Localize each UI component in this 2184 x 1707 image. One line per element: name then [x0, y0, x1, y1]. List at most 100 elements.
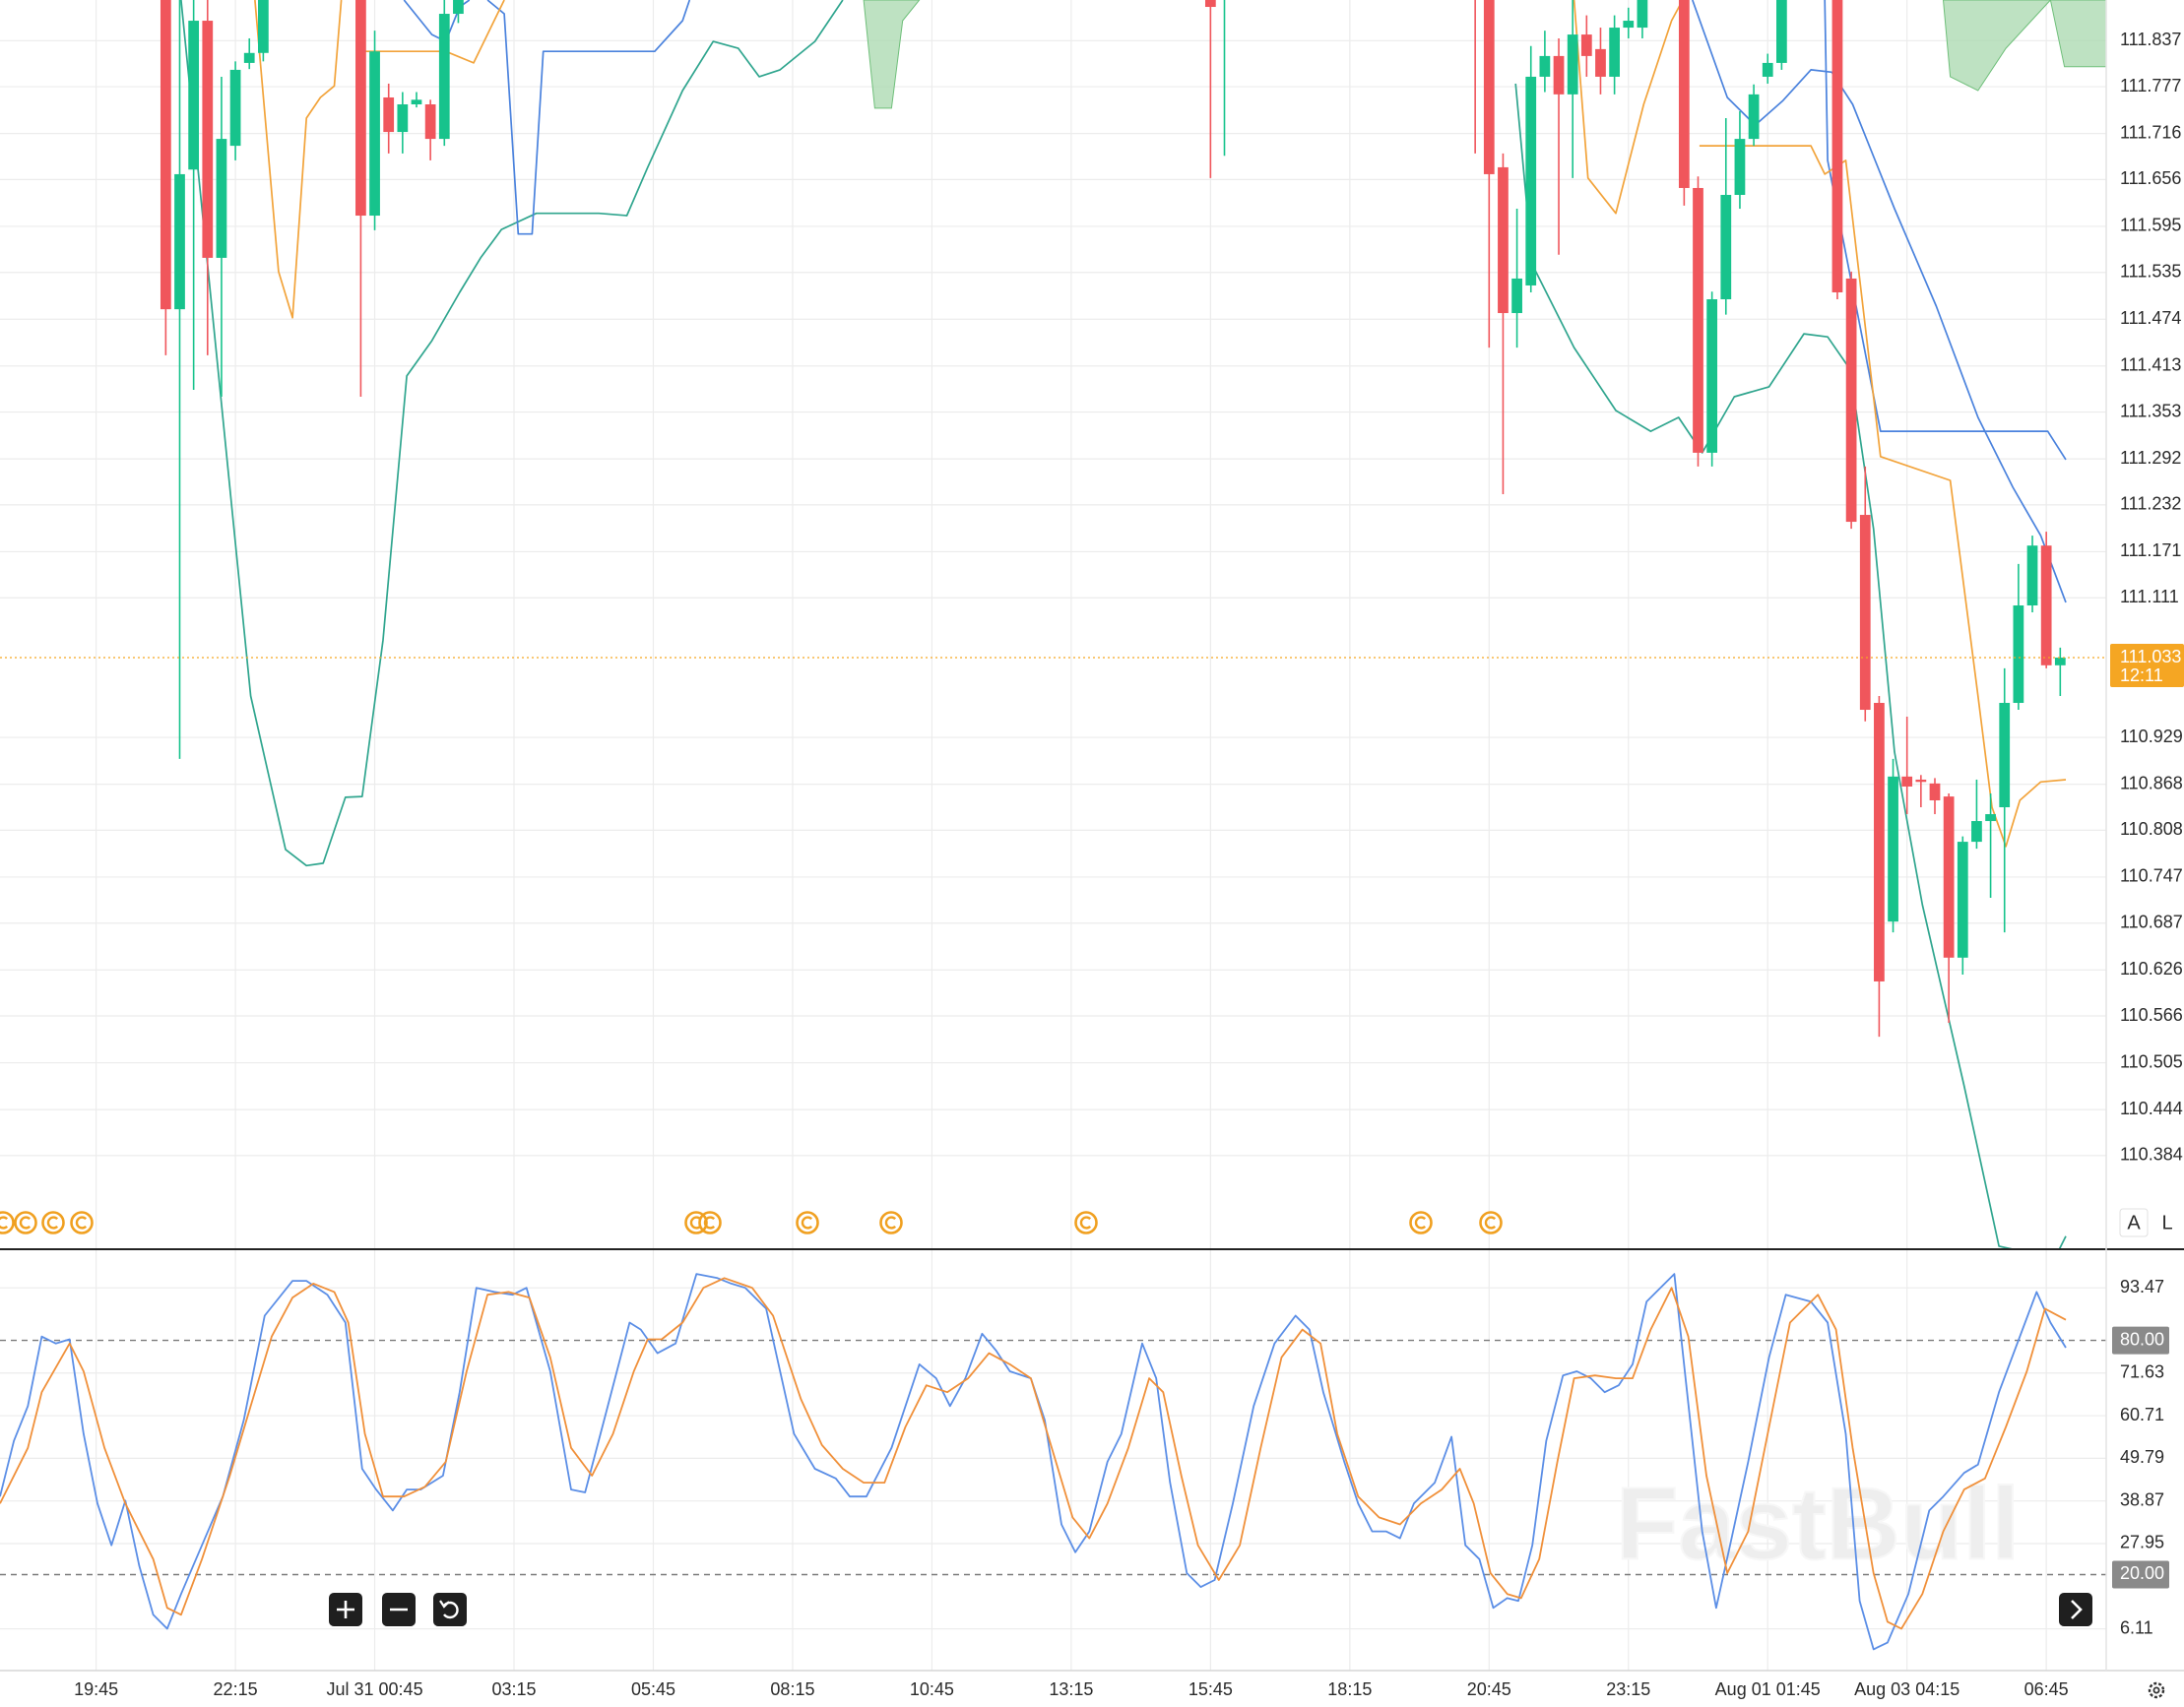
candle-body: [243, 52, 255, 63]
y-tick-label: 111.353: [2120, 401, 2181, 420]
x-tick-label: 13:15: [1049, 1679, 1093, 1699]
y-tick-label: 111.413: [2120, 355, 2181, 375]
watermark: FastBull: [1616, 1467, 2020, 1581]
candle-body: [1845, 278, 1857, 523]
y-tick-label: 111.232: [2120, 494, 2181, 514]
y-tick-label: 111.656: [2120, 168, 2181, 188]
auto-scale-label: A: [2127, 1212, 2141, 1233]
candle-body: [1859, 515, 1871, 711]
candle-body: [397, 104, 409, 133]
candle-body: [1901, 776, 1913, 787]
oscillator-pane: [0, 1273, 2106, 1651]
y-tick-label: 38.87: [2120, 1489, 2164, 1509]
x-tick-label: 19:45: [74, 1679, 118, 1699]
y-tick-label: 111.171: [2120, 540, 2181, 560]
y-tick-label: 110.808: [2120, 819, 2183, 839]
candle-body: [1971, 821, 1982, 843]
candle-body: [1553, 55, 1565, 95]
candle-body: [1539, 55, 1551, 77]
zoom-in-button[interactable]: [329, 1593, 362, 1626]
y-tick-label: 111.777: [2120, 76, 2181, 95]
candle-body: [1776, 0, 1787, 63]
candle-body: [1915, 779, 1927, 783]
cloud-area: [1942, 0, 2106, 92]
candle-body: [1483, 0, 1495, 174]
scroll-right-button[interactable]: [2059, 1593, 2092, 1626]
candle-body: [1874, 703, 1885, 981]
candle-body: [1734, 139, 1746, 195]
candle-body: [1888, 776, 1898, 922]
candle-body: [1943, 796, 1955, 958]
level-tag: [2112, 1326, 2169, 1355]
oscillator-line: [0, 1277, 2067, 1630]
candle-body: [1831, 0, 1843, 292]
y-tick-label: 110.626: [2120, 959, 2183, 979]
candle-body: [1609, 28, 1620, 77]
y-tick-label: 71.63: [2120, 1362, 2164, 1382]
grid: [0, 0, 2106, 1671]
level-label: 80.00: [2120, 1329, 2164, 1349]
candle-body: [1748, 94, 1760, 140]
candle-body: [257, 0, 269, 53]
zoom-out-button[interactable]: [382, 1593, 416, 1626]
candle-body: [438, 14, 450, 140]
candle-body: [1637, 0, 1648, 29]
auto-scale-button[interactable]: [2119, 1208, 2149, 1237]
x-tick-label: 03:15: [491, 1679, 536, 1699]
candle-body: [174, 173, 185, 310]
candle-body: [229, 69, 241, 147]
candle-body: [2040, 545, 2052, 665]
candle-body: [1720, 194, 1732, 299]
candle-body: [1929, 783, 1941, 801]
oscillator-line: [0, 1273, 2067, 1651]
x-tick-label: 06:45: [2024, 1679, 2069, 1699]
x-tick-label: 15:45: [1188, 1679, 1233, 1699]
candle-body: [1762, 62, 1773, 77]
y-tick-label: 27.95: [2120, 1533, 2164, 1552]
x-tick-label: 22:15: [214, 1679, 258, 1699]
scale-buttons: A L: [2119, 1208, 2173, 1237]
candle-body: [383, 96, 395, 133]
last-price-label: 111.033: [2120, 647, 2181, 666]
x-tick-label: 08:15: [770, 1679, 814, 1699]
candle-body: [160, 0, 171, 310]
cloud-area: [863, 0, 921, 109]
candle-body: [411, 99, 422, 105]
reset-button[interactable]: [433, 1593, 467, 1626]
candle-body: [1693, 187, 1703, 453]
y-tick-label: 6.11: [2120, 1617, 2153, 1637]
y-tick-label: 110.929: [2120, 727, 2183, 746]
level-tag: [2112, 1560, 2169, 1589]
zoom-controls: [329, 1593, 2092, 1626]
candle-body: [1678, 0, 1690, 188]
candle-body: [2013, 605, 2024, 704]
candle-body: [1511, 278, 1522, 314]
level-label: 20.00: [2120, 1563, 2164, 1583]
x-tick-label: 23:15: [1606, 1679, 1650, 1699]
candle-body: [1525, 76, 1537, 285]
y-tick-label: 110.444: [2120, 1099, 2183, 1118]
y-tick-label: 60.71: [2120, 1405, 2164, 1424]
log-scale-label[interactable]: L: [2161, 1212, 2172, 1233]
candle-body: [1706, 298, 1718, 453]
y-tick-label: 111.111: [2120, 587, 2179, 606]
candle-body: [1957, 842, 1968, 958]
candle-body: [1567, 34, 1578, 95]
x-tick-label: Jul 31 00:45: [327, 1679, 423, 1699]
candle-body: [1623, 21, 1635, 29]
axes: 111.837 111.777 111.716 111.656 111.595 111.5…: [74, 30, 2184, 1699]
y-tick-label: 110.384: [2120, 1145, 2183, 1165]
candle-body: [1580, 34, 1592, 56]
y-tick-label: 111.595: [2120, 216, 2181, 235]
y-tick-label: 110.505: [2120, 1051, 2183, 1071]
candle-body: [2054, 658, 2066, 665]
x-tick-label: 05:45: [631, 1679, 675, 1699]
settings-button[interactable]: [2148, 1681, 2165, 1699]
x-tick-label: 18:15: [1327, 1679, 1372, 1699]
candle-body: [188, 21, 200, 170]
y-tick-label: 49.79: [2120, 1447, 2164, 1467]
candle-body: [1999, 703, 2011, 808]
y-tick-label: 93.47: [2120, 1277, 2164, 1296]
candle-body: [1985, 814, 1996, 822]
